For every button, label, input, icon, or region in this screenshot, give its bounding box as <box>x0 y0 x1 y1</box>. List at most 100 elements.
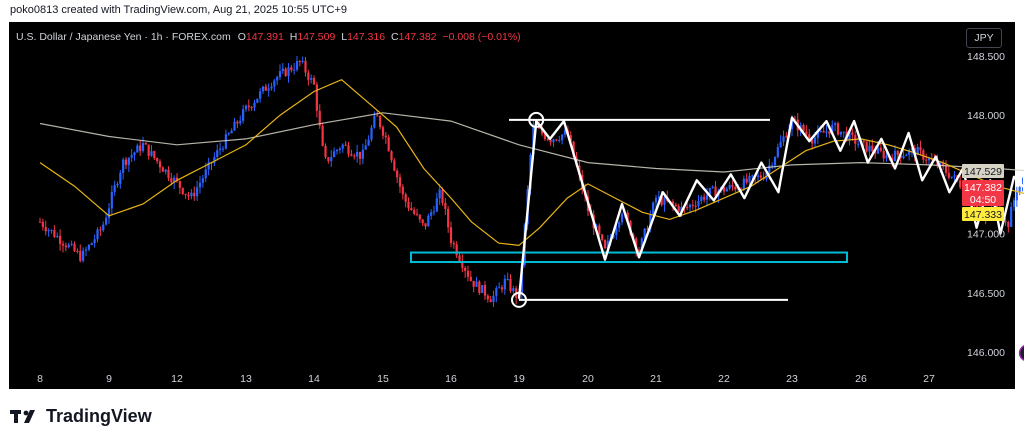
credit-text: poko0813 created with TradingView.com, A… <box>10 4 348 16</box>
candle-body <box>41 221 44 227</box>
candle-body <box>116 183 119 186</box>
candle-body <box>187 194 190 197</box>
candle-body <box>367 139 370 146</box>
candle-body <box>76 250 79 252</box>
candle-body <box>276 77 279 81</box>
currency-button[interactable]: JPY <box>966 28 1002 48</box>
candle-body <box>782 136 785 142</box>
candle-body <box>130 155 133 158</box>
candle-body <box>432 211 436 213</box>
ma-slow-badge-bg <box>962 164 1004 178</box>
candle-body <box>742 178 745 190</box>
ma-slow-line <box>39 112 1024 173</box>
candle-body <box>808 134 811 140</box>
low-value: 147.316 <box>347 31 386 43</box>
candle-body <box>865 141 868 152</box>
candle-body <box>370 127 373 140</box>
candle-body <box>381 127 385 136</box>
candle-body <box>771 165 774 167</box>
candle-body <box>822 131 825 133</box>
candle-body <box>344 144 347 146</box>
y-tick-label: 148.000 <box>967 110 1005 122</box>
candle-body <box>167 169 170 179</box>
candle-body <box>82 250 85 261</box>
candle-body <box>201 178 204 183</box>
candle-body <box>831 124 834 134</box>
candle-body <box>688 204 692 208</box>
candle-body <box>725 188 728 192</box>
candle-body <box>561 134 564 141</box>
chart-area[interactable] <box>9 22 1015 389</box>
candle-body <box>874 151 877 154</box>
candle-body <box>885 155 888 159</box>
candle-body <box>464 267 467 271</box>
candle-body <box>811 139 814 144</box>
candle-body <box>219 148 222 151</box>
candle-body <box>572 141 575 157</box>
candle-body <box>495 288 498 296</box>
candle-body <box>67 244 70 248</box>
candle-body <box>175 177 179 181</box>
candle-body <box>105 217 108 225</box>
candle-body <box>674 204 677 206</box>
candle-body <box>213 157 216 164</box>
logo-text: TradingView <box>46 405 152 426</box>
candle-body <box>147 144 150 156</box>
candle-body <box>486 295 489 300</box>
support-zone-box <box>410 251 848 264</box>
candle-body <box>543 133 546 140</box>
candle-body <box>102 224 105 231</box>
candle-body <box>133 152 136 156</box>
candle-body <box>156 158 159 162</box>
candle-body <box>478 281 481 294</box>
candle-body <box>657 196 660 198</box>
lightning-event-icon <box>1018 345 1024 361</box>
candle-body <box>466 270 470 277</box>
candle-body <box>264 86 267 91</box>
candle-body <box>110 191 113 209</box>
candle-body <box>236 121 239 124</box>
candle-body <box>498 287 501 289</box>
x-tick-label: 26 <box>855 373 867 385</box>
candle-body <box>512 288 515 292</box>
candle-body <box>53 229 56 237</box>
symbol-legend[interactable]: U.S. Dollar / Japanese Yen · 1h · FOREX.… <box>16 31 521 43</box>
candle-body <box>635 238 638 250</box>
candle-body <box>50 229 53 231</box>
x-tick-label: 8 <box>37 373 43 385</box>
candle-body <box>1018 186 1021 192</box>
moving-averages-layer <box>39 79 1024 247</box>
x-tick-label: 12 <box>171 373 183 385</box>
candle-body <box>127 157 130 165</box>
ma-fast-badge-bg <box>962 207 1004 221</box>
candle-body <box>161 167 164 172</box>
candle-body <box>868 145 871 152</box>
candle-body <box>87 244 90 250</box>
candle-body <box>959 180 962 188</box>
tradingview-logo[interactable]: TradingView <box>10 405 152 427</box>
candle-body <box>927 158 931 161</box>
candle-body <box>113 185 116 192</box>
candle-body <box>759 175 762 178</box>
candle-body <box>697 200 700 207</box>
pivot-low-circle <box>511 291 527 308</box>
candle-body <box>643 228 646 239</box>
candle-body <box>404 194 407 202</box>
y-tick-label: 146.000 <box>967 347 1005 359</box>
candle-body <box>401 186 404 195</box>
drawings-layer <box>410 111 1024 308</box>
candle-body <box>637 249 641 253</box>
candle-body <box>441 189 444 203</box>
candle-body <box>1012 200 1016 207</box>
candle-body <box>773 157 777 166</box>
candle-body <box>318 110 321 126</box>
candle-body <box>293 69 296 71</box>
x-tick-label: 21 <box>650 373 662 385</box>
candle-body <box>842 131 845 133</box>
x-tick-label: 13 <box>240 373 252 385</box>
candle-body <box>953 175 956 177</box>
candle-body <box>546 139 549 141</box>
